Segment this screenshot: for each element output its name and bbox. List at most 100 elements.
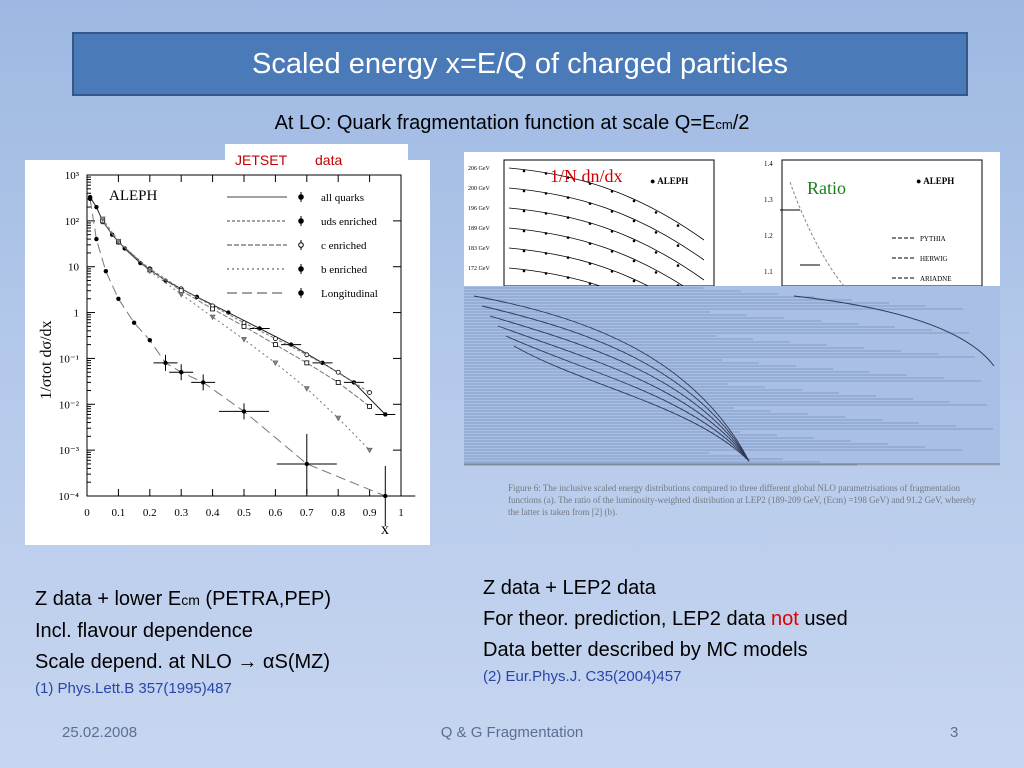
y-tick-label: 10³ [65,170,80,182]
right-reference: (2) Eur.Phys.J. C35(2004)457 [483,668,682,685]
energy-point [610,270,614,273]
y-tick-label: 10⁻² [59,399,80,411]
data-point [116,296,121,301]
ratio-curve [789,181,845,287]
energy-point [676,244,680,247]
x-tick-label: 0.5 [237,507,251,519]
subtitle-suffix: /2 [732,112,750,134]
data-label: data [315,152,343,168]
legend-marker [298,266,304,272]
jetset-data-tag: JETSET data [225,144,408,174]
energy-point [610,210,614,213]
left-line-2: Incl. flavour dependence [35,620,253,642]
y-axis-label: 1/σtot dσ/dx [38,320,55,399]
right-line-1: Z data + LEP2 data [483,577,656,599]
data-point [210,306,216,312]
scan-curve [513,345,750,462]
data-point [240,337,248,343]
legend-label: c enriched [321,240,367,252]
aleph-chart-panel: 0 0.1 0.2 0.3 0.4 0.5 0.6 0.7 0.8 0.9 1 10³ 10² 10 1 10… [25,160,430,545]
data-point [366,447,373,454]
footer-date: 25.02.2008 [62,724,138,741]
energy-label: 206 GeV [468,166,490,172]
energy-point [544,172,548,175]
lep2-plots: 206 GeV 200 GeV 196 GeV 189 GeV 183 GeV 172 G… [468,159,983,341]
legend-marker [298,218,304,224]
data-point [146,268,153,275]
energy-point [588,262,592,265]
scan-curve [505,335,750,462]
ratio-legend-label: ARIADNE [920,275,952,283]
experiment-label: ALEPH [109,188,158,204]
data-point [99,216,106,223]
x-tick-label: 0.6 [269,507,283,519]
energy-point [544,252,548,255]
data-point [87,196,93,202]
scan-curve [473,295,750,462]
data-point [367,403,373,409]
data-point [304,461,309,467]
lep2-scanlines [464,286,1000,466]
slide-title: Scaled energy x=E/Q of charged particles [72,32,968,96]
energy-curve [508,167,705,241]
energy-point [610,250,614,253]
left-line-3: Scale depend. at NLO → αS(MZ) [35,651,331,673]
data-point [272,336,278,342]
y-tick-label: 10 [68,262,80,274]
energy-point [632,199,636,203]
x-tick-label: 0.9 [363,507,377,519]
energy-label: 172 GeV [468,266,490,272]
x-tick-label: 0 [84,507,90,519]
data-point [241,409,247,414]
ratio-tick-label: 1.1 [764,268,773,276]
data-point [272,342,278,348]
energy-point [588,182,592,185]
energy-point [544,192,548,195]
ratio-legend-label: HERWIG [920,255,948,263]
legend-label: b enriched [321,264,368,276]
energy-point [544,212,548,215]
left-reference: (1) Phys.Lett.B 357(1995)487 [35,680,232,697]
right-notes: Z data + LEP2 data For theor. prediction… [483,573,848,688]
right-line-2-prefix: For theor. prediction, LEP2 data [483,608,771,630]
energy-point [588,202,592,205]
data-point [383,493,388,499]
data-point [163,360,168,366]
experiment-label-left: ● ALEPH [650,176,688,186]
scan-curve [481,305,750,462]
energy-point [654,231,658,234]
energy-point [610,190,614,193]
energy-point [654,271,658,274]
data-point [303,386,310,392]
energy-point [566,276,570,279]
data-point [241,323,247,329]
energy-point [588,222,592,225]
footer-title: Q & G Fragmentation [440,724,584,741]
data-point [209,314,216,321]
y-tick-label: 10² [65,216,80,228]
energy-label: 183 GeV [468,246,490,252]
ratio-legend-label: PYTHIA [920,235,946,243]
energy-point [610,230,614,233]
y-tick-label: 10⁻⁴ [58,491,79,503]
energy-point [522,169,526,173]
left-line-1-prefix: Z data + lower E [35,588,182,610]
figure-caption: Figure 6: The inclusive scaled energy di… [508,483,976,517]
legend-marker [298,290,304,296]
scan-curve [497,325,750,462]
x-tick-label: 0.4 [206,507,220,519]
energy-curve [508,207,705,281]
energy-label: 189 GeV [468,226,490,232]
energy-point [544,232,548,235]
energy-point [522,189,526,193]
data-point [179,370,184,375]
energy-curve [508,187,705,261]
right-line-2-highlight: not [770,608,799,630]
series-curve [102,218,370,451]
energy-point [676,264,680,267]
data-point [304,360,310,366]
subtitle-sub: cm [715,117,733,132]
energy-point [522,269,526,273]
data-point [272,360,279,366]
energy-curve [508,267,705,341]
